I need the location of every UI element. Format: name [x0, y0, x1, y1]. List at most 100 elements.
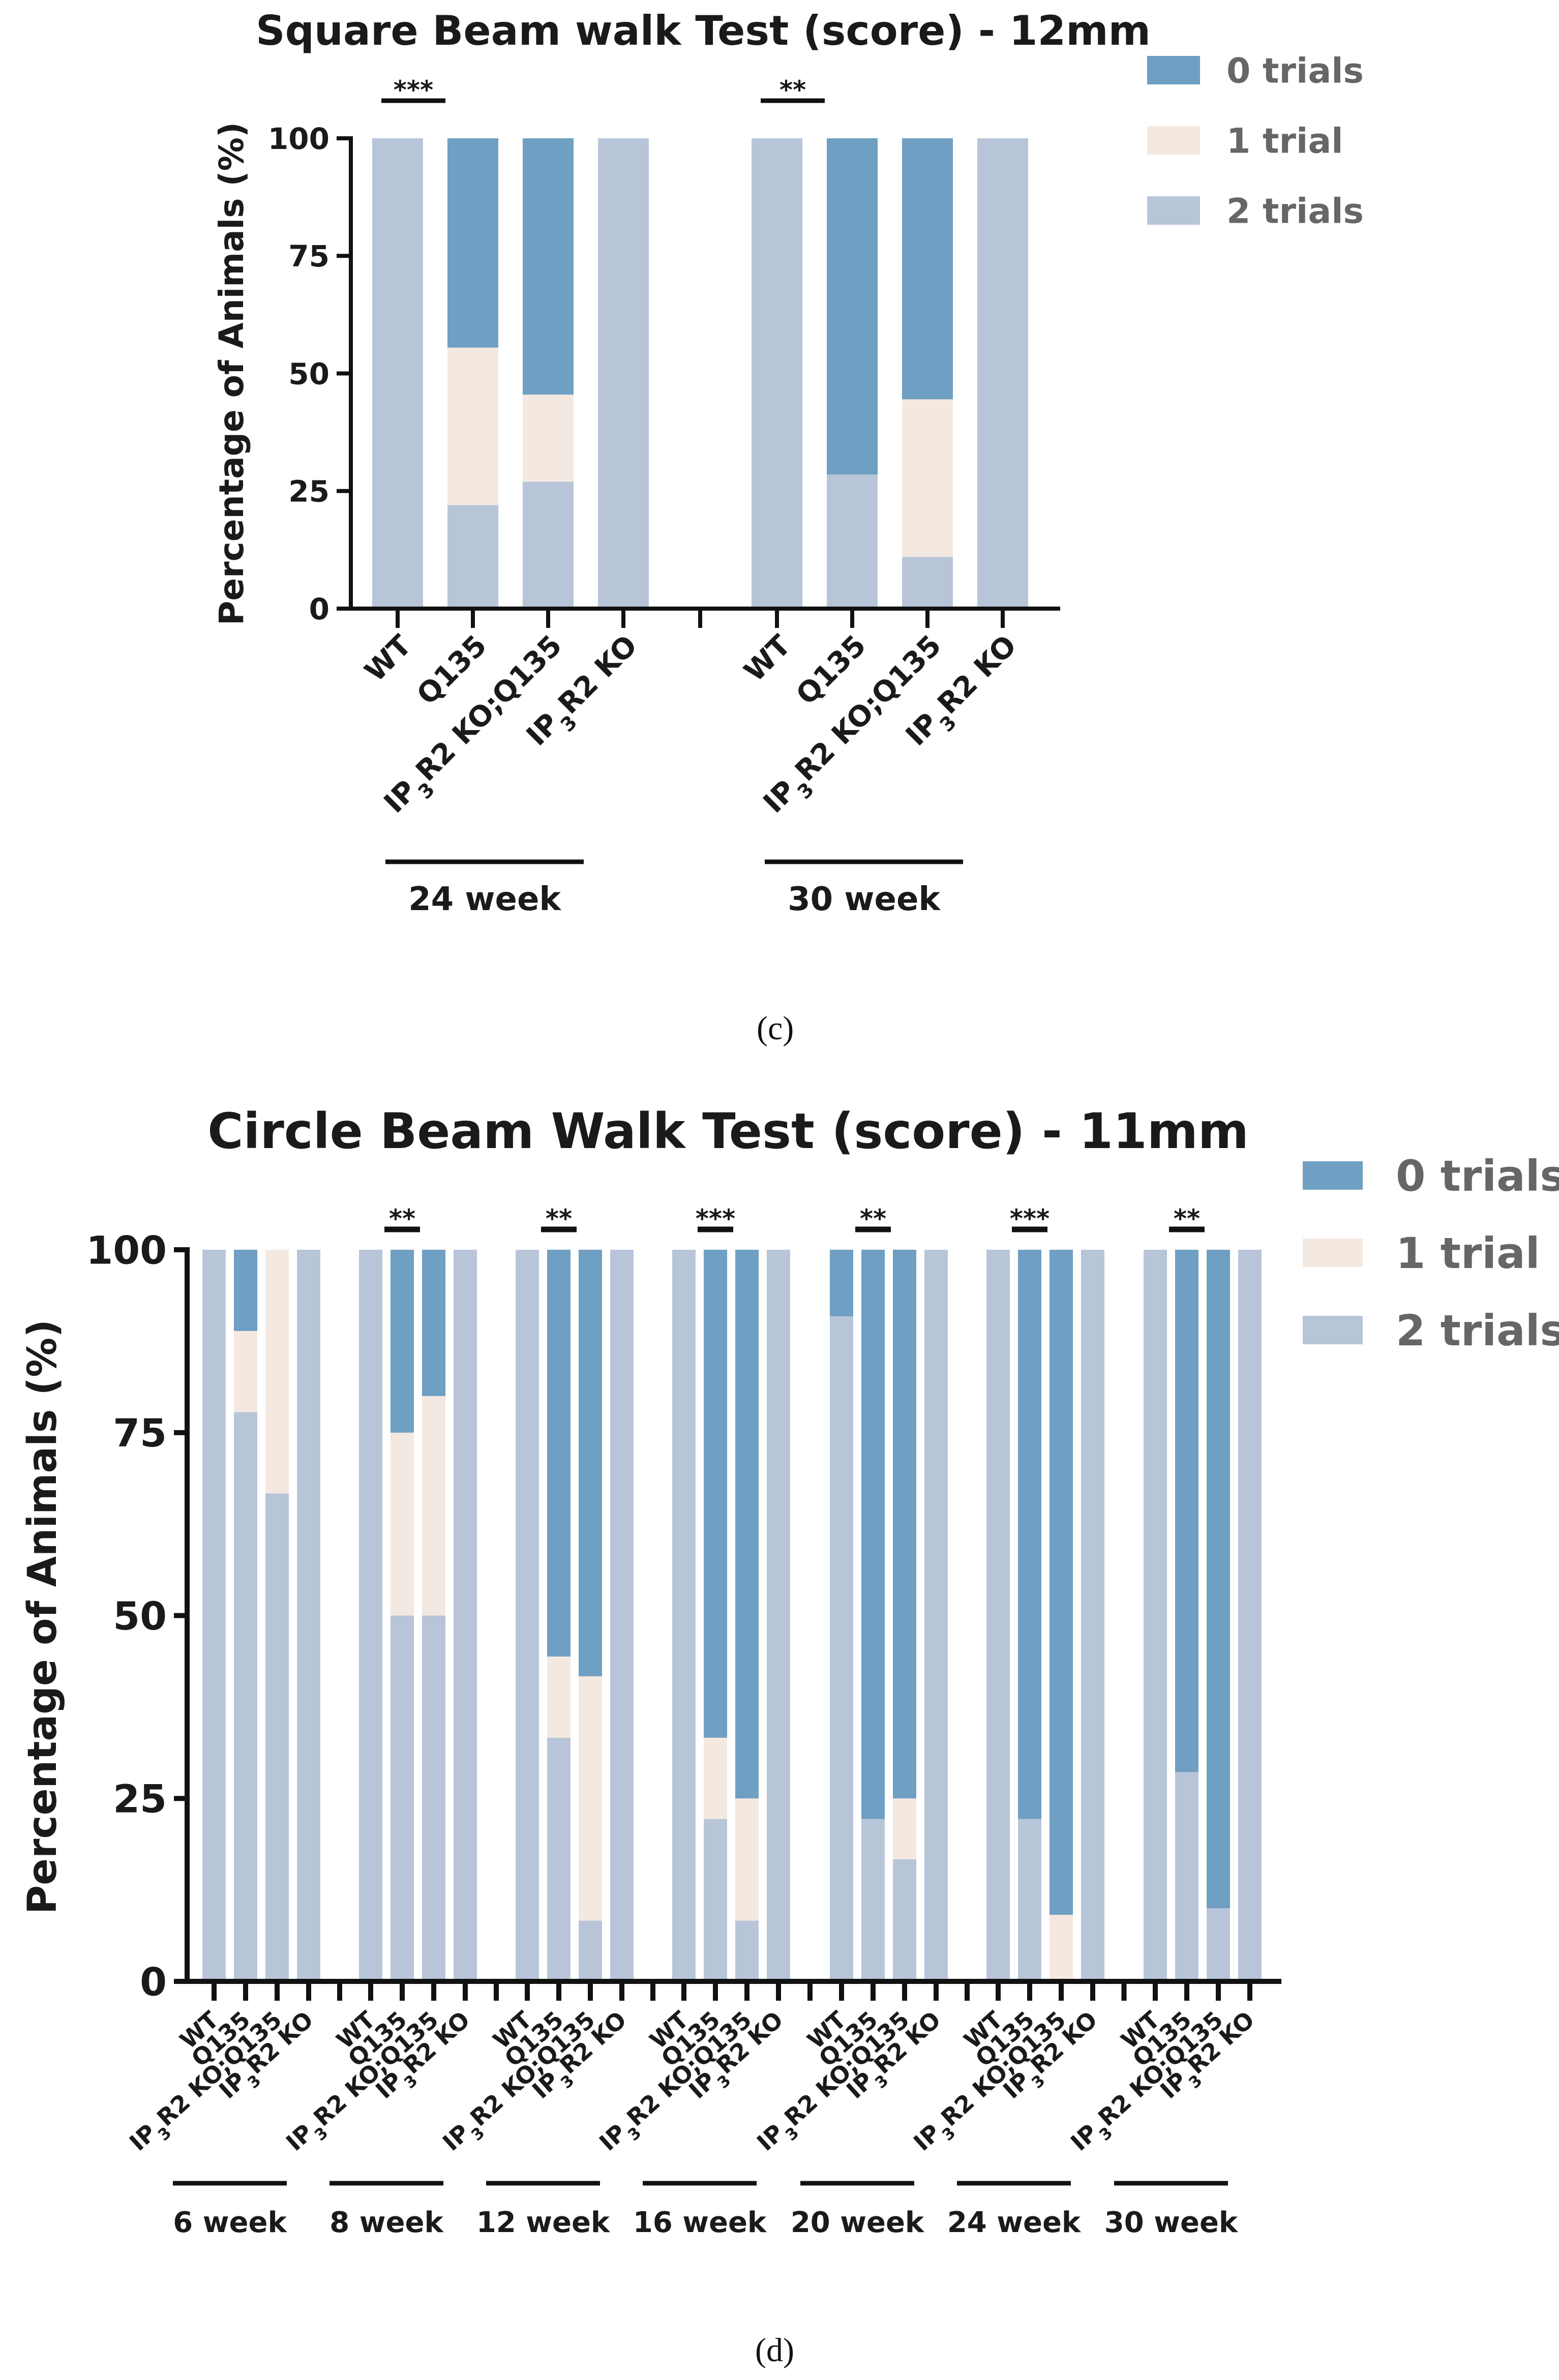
legend-swatch: [1147, 126, 1200, 155]
significance-marker: **: [546, 1204, 572, 1233]
bar-segment-two-trials: [523, 481, 574, 609]
bar-segment-one-trial: [547, 1656, 571, 1738]
bar-segment-two-trials: [598, 138, 649, 609]
significance-marker: ***: [1010, 1204, 1050, 1233]
y-tick-label: 100: [86, 1227, 167, 1273]
legend-swatch: [1147, 56, 1200, 84]
bar-segment-two-trials: [1144, 1250, 1167, 1981]
legend-label: 0 trials: [1226, 51, 1364, 91]
bar-segment-zero-trials: [902, 138, 953, 400]
bar-segment-two-trials: [1081, 1250, 1104, 1981]
group-label: 24 week: [408, 881, 561, 918]
bar-segment-two-trials: [202, 1250, 226, 1981]
significance-marker: **: [1174, 1204, 1200, 1233]
bar-segment-zero-trials: [391, 1250, 414, 1433]
legend-swatch: [1303, 1161, 1363, 1190]
bar-segment-zero-trials: [422, 1250, 445, 1396]
significance-marker: ***: [696, 1204, 735, 1233]
legend-swatch: [1303, 1239, 1363, 1267]
bar-segment-one-trial: [704, 1737, 727, 1819]
bar-segment-two-trials: [579, 1920, 602, 1981]
chart-d: Circle Beam Walk Test (score) - 11mm Perc…: [20, 1103, 1559, 2239]
bar-segment-zero-trials: [893, 1250, 916, 1799]
y-tick-label: 75: [288, 239, 329, 274]
bar-segment-zero-trials: [827, 138, 878, 475]
bar-segment-two-trials: [767, 1250, 790, 1981]
bar-segment-zero-trials: [547, 1250, 571, 1657]
bar-segment-two-trials: [391, 1615, 414, 1981]
bar-segment-one-trial: [391, 1432, 414, 1616]
y-tick-label: 50: [288, 356, 329, 391]
bar-segment-zero-trials: [861, 1250, 885, 1819]
bar-segment-two-trials: [752, 138, 802, 609]
bar-segment-two-trials: [735, 1920, 759, 1981]
significance-marker: **: [860, 1204, 886, 1233]
x-tick-label: WT: [358, 629, 418, 688]
group-label: 16 week: [633, 2206, 767, 2239]
bar-segment-two-trials: [924, 1250, 948, 1981]
chart-title: Square Beam walk Test (score) - 12mm: [256, 7, 1151, 54]
bar-segment-two-trials: [1175, 1772, 1198, 1981]
legend-label: 1 trial: [1226, 121, 1343, 161]
bar-segment-one-trial: [234, 1331, 257, 1412]
bar-segment-two-trials: [454, 1250, 477, 1981]
y-axis-label: Percentage of Animals (%): [212, 122, 251, 625]
legend-label: 0 trials: [1396, 1151, 1559, 1201]
y-tick-label: 25: [288, 474, 329, 509]
legend-label: 2 trials: [1396, 1306, 1559, 1355]
bar-segment-zero-trials: [1050, 1250, 1073, 1915]
group-label: 24 week: [947, 2206, 1082, 2239]
bar-segment-one-trial: [265, 1250, 289, 1494]
bar-segment-two-trials: [830, 1316, 853, 1981]
group-label: 30 week: [788, 881, 941, 918]
panel-label-c: (c): [757, 1010, 794, 1047]
bar-segment-two-trials: [1238, 1250, 1262, 1981]
bar-segment-two-trials: [610, 1250, 634, 1981]
bar-segment-two-trials: [372, 138, 423, 609]
bar-segment-two-trials: [977, 138, 1028, 609]
bar-segment-two-trials: [422, 1615, 445, 1981]
bar-segment-two-trials: [704, 1819, 727, 1981]
group-label: 12 week: [476, 2206, 611, 2239]
bar-segment-zero-trials: [1207, 1250, 1230, 1909]
bar-segment-two-trials: [1018, 1819, 1041, 1981]
bar-segment-two-trials: [861, 1819, 885, 1981]
bar-segment-zero-trials: [234, 1250, 257, 1331]
legend-label: 1 trial: [1396, 1228, 1540, 1278]
bar-segment-zero-trials: [579, 1250, 602, 1676]
bar-segment-one-trial: [523, 395, 574, 482]
chart-c: Square Beam walk Test (score) - 12mm Perc…: [212, 7, 1364, 918]
x-tick-label: WT: [738, 629, 797, 688]
group-label: 8 week: [329, 2206, 444, 2239]
y-axis-label: Percentage of Animals (%): [20, 1319, 66, 1914]
panel-label-d: (d): [755, 2332, 794, 2369]
bar-segment-two-trials: [902, 557, 953, 609]
chart-title: Circle Beam Walk Test (score) - 11mm: [207, 1103, 1249, 1160]
bar-segment-two-trials: [516, 1250, 539, 1981]
y-tick-label: 0: [309, 592, 329, 626]
y-tick-label: 25: [113, 1776, 167, 1822]
bar-segment-two-trials: [672, 1250, 696, 1981]
bar-segment-one-trial: [893, 1798, 916, 1859]
legend-swatch: [1303, 1316, 1363, 1344]
y-tick-label: 0: [140, 1959, 167, 2004]
y-tick-label: 50: [113, 1593, 167, 1639]
legend-label: 2 trials: [1226, 191, 1364, 231]
bar-segment-one-trial: [579, 1676, 602, 1921]
bar-segment-one-trial: [447, 347, 498, 505]
bar-segment-zero-trials: [523, 138, 574, 395]
y-tick-label: 100: [268, 122, 329, 156]
y-tick-label: 75: [113, 1410, 167, 1456]
group-label: 30 week: [1104, 2206, 1239, 2239]
bar-segment-two-trials: [297, 1250, 320, 1981]
legend-swatch: [1147, 196, 1200, 225]
bar-segment-zero-trials: [830, 1250, 853, 1316]
bar-segment-two-trials: [359, 1250, 382, 1981]
bar-segment-two-trials: [447, 505, 498, 609]
bar-segment-zero-trials: [704, 1250, 727, 1738]
bar-segment-one-trial: [902, 399, 953, 557]
significance-marker: **: [780, 75, 806, 105]
bar-segment-zero-trials: [1175, 1250, 1198, 1772]
group-label: 6 week: [173, 2206, 287, 2239]
